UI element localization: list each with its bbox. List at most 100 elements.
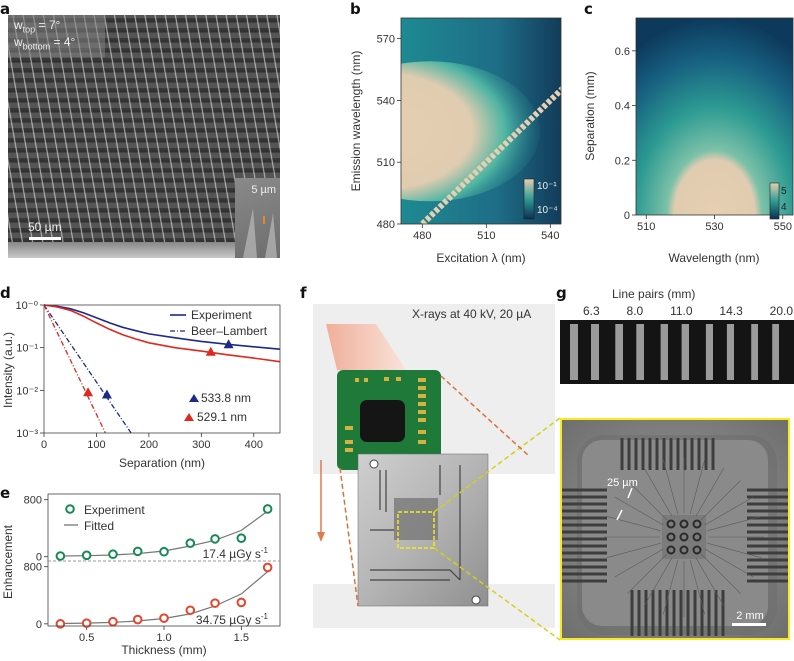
x-axis-label-d: Separation (nm): [119, 456, 205, 470]
y-axis-d-tick-label: 10⁻³: [16, 428, 38, 440]
marker-5338: [101, 389, 112, 399]
line-pair-bar: [772, 324, 779, 380]
y-axis-b-tick-label: 570: [377, 34, 395, 46]
y-axis-d-tick-label: 10⁻²: [16, 385, 38, 397]
y-axis-label-b: Emission wavelength (nm): [349, 51, 363, 192]
plot-frame-b: [400, 17, 562, 225]
colorbar-b-tick: 10⁻¹: [537, 181, 557, 192]
y-axis-c-tick-label: 0: [624, 210, 630, 222]
y-axis-e1-tick-label: 800: [24, 562, 42, 574]
zoom-scale-label: 2 mm: [736, 610, 764, 622]
lp-value: 6.3: [583, 304, 600, 318]
series-beer-lambert-529-1-nm: [43, 304, 106, 434]
panel-label-f: f: [300, 284, 307, 302]
data-point: [108, 549, 118, 560]
data-point: [210, 534, 220, 544]
inset-scale-label: 5 µm: [251, 184, 276, 196]
w-top-label: wtop = 7°: [14, 18, 61, 35]
data-point: [81, 550, 92, 561]
zoom-guide-top: [433, 417, 561, 513]
data-point: [132, 614, 143, 625]
legend-experiment-e: Experiment: [84, 503, 145, 517]
legend-533nm: 533.8 nm: [201, 391, 251, 405]
mount-hole: [471, 595, 481, 605]
data-point: [81, 618, 92, 628]
wire-width-label: 25 µm: [607, 477, 638, 489]
chart-d: 0 100 200 300 400 10⁻⁰ 10⁻¹ 10⁻² 10⁻³ Experiment…: [1, 300, 281, 470]
y-axis-d-tick-label: 10⁻¹: [16, 343, 38, 355]
legend-experiment: Experiment: [191, 308, 252, 322]
x-axis-c-tick-label: 510: [637, 221, 655, 233]
lp-value: 11.0: [670, 304, 693, 318]
inset-micrograph: [235, 178, 280, 258]
line-pair-bar: [591, 324, 599, 380]
y-axis-label-c: Separation (mm): [583, 71, 597, 160]
x-axis-b-tick-label: 510: [477, 230, 495, 242]
legend-marker-experiment: [65, 504, 75, 514]
line-pair-bars: [570, 324, 779, 380]
data-point: [236, 533, 247, 543]
die-pad: [662, 515, 706, 559]
separation-heat-profile: [636, 18, 793, 215]
line-pair-bar: [636, 324, 644, 380]
marker-5338: [223, 339, 234, 349]
line-pair-bar: [751, 324, 758, 380]
x-axis-d-tick-label: 200: [140, 439, 158, 451]
line-pair-phantom: [560, 320, 794, 384]
line-pairs-title: Line pairs (mm): [612, 287, 696, 301]
sem-micrograph: wtop = 7° wbottom = 4° 5 µm 50 µm: [8, 15, 280, 258]
data-point: [262, 504, 273, 514]
y-axis-c-tick-label: 0.6: [615, 46, 630, 58]
lp-value: 8.0: [626, 304, 644, 318]
colorbar-c: [769, 182, 780, 220]
emission-band: [401, 61, 540, 202]
series-beer-lambert-533-8-nm: [43, 304, 132, 434]
scale-bar-label: 50 µm: [28, 220, 62, 234]
data-point: [236, 597, 247, 608]
annotation-arrow-icon: [627, 487, 633, 499]
y-axis-d-tick-label: 10⁻⁰: [16, 300, 39, 312]
encapsulated-chip: [360, 400, 405, 442]
scatter-diagonal: [418, 85, 561, 224]
panel-label-b: b: [350, 0, 361, 18]
y-axis-b-tick-label: 540: [377, 95, 395, 107]
arrow-head-icon: [317, 532, 325, 542]
x-axis-d-tick-label: 300: [192, 439, 210, 451]
colorbar-b: [523, 178, 535, 220]
projection-guide-left: [339, 467, 359, 607]
y-axis-label-d: Intensity (a.u.): [1, 332, 15, 408]
x-axis-c-tick-label: 530: [705, 221, 723, 233]
data-point: [132, 546, 143, 557]
colorbar-c-tick: 5: [781, 186, 787, 197]
plot-frame-d: [43, 304, 281, 434]
zoom-guide-bottom: [433, 547, 561, 641]
legend-beer-lambert: Beer–Lambert: [191, 324, 268, 338]
x-axis-b-tick-label: 480: [413, 230, 431, 242]
zoomed-xray: 25 µm 2 mm: [560, 418, 790, 640]
y-axis-c-tick-label: 0.2: [615, 155, 630, 167]
line-pairs-values: 6.3 8.0 11.0 14.3 20.0: [583, 304, 793, 318]
line-pair-bar: [570, 324, 578, 380]
series-experiment-533-8-nm: [43, 304, 281, 350]
parameter-box: [8, 15, 105, 57]
y-axis-b-tick-label: 510: [377, 157, 395, 169]
x-axis-c-tick-label: 550: [774, 221, 792, 233]
x-axis-label-b: Excitation λ (nm): [436, 251, 525, 265]
chip-shadow: [394, 498, 438, 540]
marker-5291: [205, 346, 216, 356]
data-point: [185, 605, 196, 616]
zoom-scale-bar: [732, 623, 766, 626]
colorbar-b-tick: 10⁻⁴: [537, 205, 558, 216]
mount-hole: [369, 459, 379, 469]
data-point: [185, 538, 196, 548]
line-pair-bar: [681, 324, 689, 380]
y-axis-b-tick-label: 480: [377, 219, 395, 231]
xray-conditions: X-rays at 40 kV, 20 µA: [412, 307, 532, 321]
x-axis-label-e: Thickness (mm): [121, 643, 206, 657]
line-pair-bar: [705, 324, 713, 380]
legend-fitted: Fitted: [84, 519, 114, 533]
annotation-arrow-icon: [616, 509, 623, 521]
projection-guide-right: [440, 375, 530, 457]
